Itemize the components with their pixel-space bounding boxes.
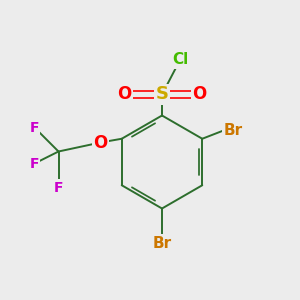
Text: Br: Br <box>152 236 172 250</box>
Text: F: F <box>54 181 63 194</box>
Text: F: F <box>30 157 39 170</box>
Text: O: O <box>93 134 108 152</box>
Text: Cl: Cl <box>172 52 188 68</box>
Text: F: F <box>30 121 39 134</box>
Text: S: S <box>155 85 169 103</box>
Text: O: O <box>192 85 207 103</box>
Text: Br: Br <box>224 123 243 138</box>
Text: O: O <box>117 85 132 103</box>
